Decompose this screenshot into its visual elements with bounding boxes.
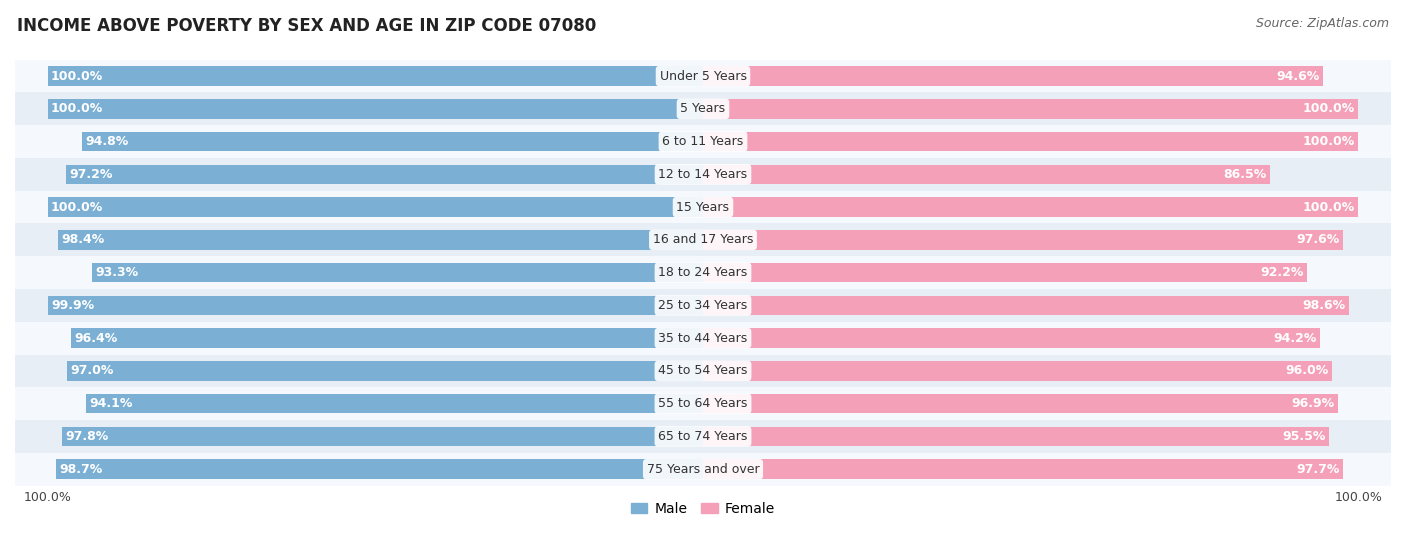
Bar (15, 453, 1391, 486)
Text: 15 Years: 15 Years (676, 201, 730, 214)
Text: 100.0%: 100.0% (1303, 102, 1355, 115)
Bar (703, 427, 1329, 446)
Bar (86, 394, 703, 414)
Bar (703, 394, 1339, 414)
Bar (56, 459, 703, 479)
Text: 100.0%: 100.0% (1303, 201, 1355, 214)
Text: 100.0%: 100.0% (51, 70, 103, 83)
Bar (703, 197, 1358, 217)
Text: 35 to 44 Years: 35 to 44 Years (658, 331, 748, 345)
Bar (91, 263, 703, 282)
Bar (67, 361, 703, 381)
Text: 99.9%: 99.9% (52, 299, 94, 312)
Text: 65 to 74 Years: 65 to 74 Years (658, 430, 748, 443)
Text: 94.8%: 94.8% (86, 135, 128, 148)
Text: 55 to 64 Years: 55 to 64 Years (658, 397, 748, 410)
Text: Under 5 Years: Under 5 Years (659, 70, 747, 83)
Text: 100.0%: 100.0% (51, 201, 103, 214)
Text: 94.2%: 94.2% (1274, 331, 1317, 345)
Text: 95.5%: 95.5% (1282, 430, 1326, 443)
Bar (703, 263, 1308, 282)
Bar (15, 92, 1391, 125)
Text: 12 to 14 Years: 12 to 14 Years (658, 168, 748, 181)
Bar (703, 296, 1350, 315)
Bar (703, 67, 1323, 86)
Text: 16 and 17 Years: 16 and 17 Years (652, 233, 754, 247)
Bar (48, 99, 703, 119)
Bar (15, 256, 1391, 289)
Bar (66, 164, 703, 184)
Text: 97.6%: 97.6% (1296, 233, 1340, 247)
Bar (15, 224, 1391, 256)
Text: 18 to 24 Years: 18 to 24 Years (658, 266, 748, 279)
Bar (15, 289, 1391, 322)
Text: 96.0%: 96.0% (1285, 364, 1329, 377)
Text: 94.1%: 94.1% (90, 397, 134, 410)
Bar (82, 132, 703, 151)
Bar (62, 427, 703, 446)
Text: 92.2%: 92.2% (1260, 266, 1303, 279)
Bar (58, 230, 703, 250)
Bar (48, 197, 703, 217)
Text: 45 to 54 Years: 45 to 54 Years (658, 364, 748, 377)
Text: 100.0%: 100.0% (51, 102, 103, 115)
Bar (15, 191, 1391, 224)
Bar (48, 67, 703, 86)
Text: 25 to 34 Years: 25 to 34 Years (658, 299, 748, 312)
Text: 98.7%: 98.7% (59, 463, 103, 476)
Text: 5 Years: 5 Years (681, 102, 725, 115)
Text: 6 to 11 Years: 6 to 11 Years (662, 135, 744, 148)
Bar (15, 158, 1391, 191)
Bar (703, 459, 1343, 479)
Bar (703, 99, 1358, 119)
Legend: Male, Female: Male, Female (626, 496, 780, 521)
Bar (15, 354, 1391, 387)
Bar (703, 328, 1320, 348)
Bar (15, 125, 1391, 158)
Text: 97.0%: 97.0% (70, 364, 114, 377)
Bar (703, 230, 1343, 250)
Text: INCOME ABOVE POVERTY BY SEX AND AGE IN ZIP CODE 07080: INCOME ABOVE POVERTY BY SEX AND AGE IN Z… (17, 17, 596, 35)
Text: 86.5%: 86.5% (1223, 168, 1267, 181)
Text: 97.8%: 97.8% (66, 430, 108, 443)
Bar (703, 361, 1331, 381)
Bar (15, 420, 1391, 453)
Bar (72, 328, 703, 348)
Text: 94.6%: 94.6% (1277, 70, 1320, 83)
Text: 97.2%: 97.2% (69, 168, 112, 181)
Bar (15, 60, 1391, 92)
Text: 97.7%: 97.7% (1296, 463, 1340, 476)
Text: Source: ZipAtlas.com: Source: ZipAtlas.com (1256, 17, 1389, 30)
Bar (703, 164, 1270, 184)
Text: 93.3%: 93.3% (96, 266, 138, 279)
Bar (703, 132, 1358, 151)
Text: 96.9%: 96.9% (1292, 397, 1334, 410)
Bar (15, 387, 1391, 420)
Text: 96.4%: 96.4% (75, 331, 118, 345)
Text: 100.0%: 100.0% (1303, 135, 1355, 148)
Bar (15, 322, 1391, 354)
Text: 75 Years and over: 75 Years and over (647, 463, 759, 476)
Text: 98.6%: 98.6% (1303, 299, 1346, 312)
Bar (48, 296, 703, 315)
Text: 98.4%: 98.4% (62, 233, 105, 247)
